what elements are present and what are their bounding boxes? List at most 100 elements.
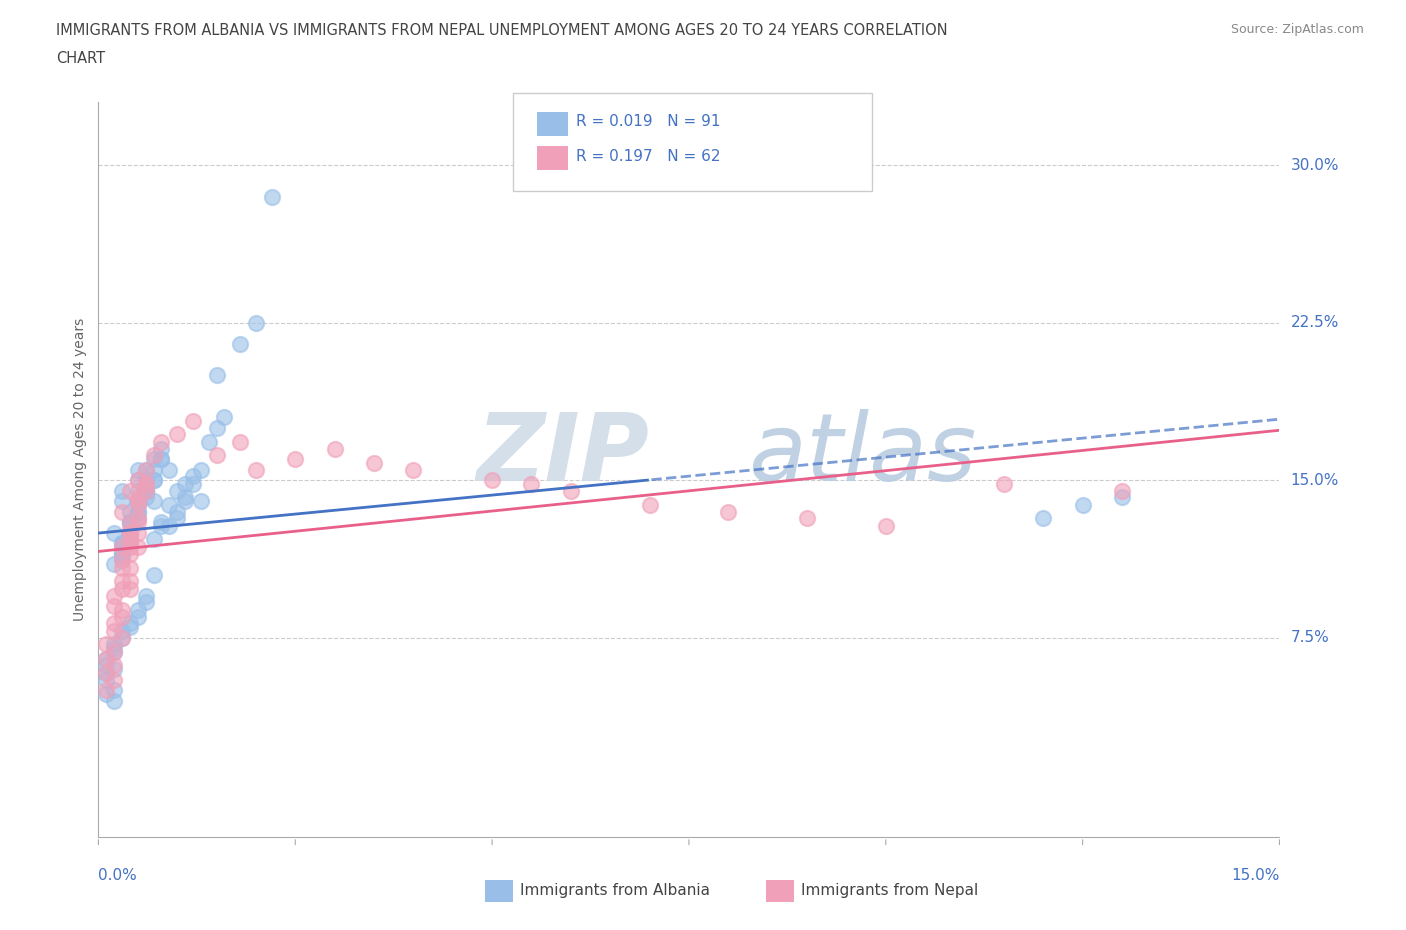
Point [103, 641, 125, 656]
Text: Immigrants from Albania: Immigrants from Albania [520, 883, 710, 897]
Point [103, 588, 125, 603]
Point [103, 661, 125, 676]
Point [127, 498, 149, 512]
Text: 15.0%: 15.0% [1291, 472, 1339, 487]
Point [135, 594, 157, 609]
Point [174, 489, 197, 504]
Point [150, 435, 173, 450]
Point [103, 644, 125, 659]
Point [166, 427, 188, 442]
Text: 7.5%: 7.5% [1291, 631, 1329, 645]
Point [150, 519, 173, 534]
Point [157, 519, 180, 534]
Point [181, 469, 204, 484]
Point [103, 658, 125, 672]
Text: atlas: atlas [748, 409, 976, 500]
Text: Immigrants from Nepal: Immigrants from Nepal [801, 883, 979, 897]
Point [135, 462, 157, 477]
Point [135, 588, 157, 603]
Point [135, 484, 157, 498]
Point [229, 337, 252, 352]
Point [96, 651, 118, 666]
Point [118, 531, 141, 546]
Point [127, 504, 149, 519]
Point [96, 683, 118, 698]
Point [181, 414, 204, 429]
Point [135, 472, 157, 487]
Point [111, 546, 134, 561]
Point [1111, 484, 1133, 498]
Point [118, 525, 141, 540]
Text: R = 0.197   N = 62: R = 0.197 N = 62 [576, 149, 721, 164]
Point [135, 472, 157, 487]
Point [150, 441, 173, 456]
Text: 15.0%: 15.0% [1232, 868, 1279, 883]
Point [118, 536, 141, 551]
Point [118, 525, 141, 540]
Point [190, 494, 212, 509]
Point [135, 484, 157, 498]
Point [796, 511, 818, 525]
Point [111, 494, 134, 509]
Point [993, 477, 1015, 492]
Point [135, 484, 157, 498]
Point [481, 472, 503, 487]
Text: 0.0%: 0.0% [98, 868, 138, 883]
Point [96, 636, 118, 651]
Point [118, 561, 141, 576]
Point [205, 367, 228, 382]
Point [638, 498, 661, 512]
Point [520, 477, 543, 492]
Point [127, 462, 149, 477]
Point [111, 546, 134, 561]
Point [135, 477, 157, 492]
Point [135, 462, 157, 477]
Point [127, 525, 149, 540]
Point [111, 631, 134, 645]
Point [1111, 489, 1133, 504]
Point [118, 582, 141, 597]
Point [214, 410, 236, 425]
Point [111, 546, 134, 561]
Point [127, 494, 149, 509]
Point [127, 511, 149, 525]
Point [118, 546, 141, 561]
Point [166, 504, 188, 519]
Point [142, 452, 165, 467]
Point [118, 504, 141, 519]
Point [118, 619, 141, 634]
Point [103, 525, 125, 540]
Point [142, 531, 165, 546]
Text: R = 0.019   N = 91: R = 0.019 N = 91 [576, 114, 721, 129]
Point [96, 651, 118, 666]
Point [1071, 498, 1094, 512]
Point [111, 540, 134, 555]
Point [402, 462, 425, 477]
Point [118, 574, 141, 589]
Point [142, 472, 165, 487]
Point [103, 624, 125, 639]
Point [135, 489, 157, 504]
Point [111, 536, 134, 551]
Point [111, 552, 134, 567]
Point [127, 489, 149, 504]
Point [103, 672, 125, 687]
Point [111, 609, 134, 624]
Point [174, 477, 197, 492]
Point [111, 561, 134, 576]
Point [135, 477, 157, 492]
Text: 22.5%: 22.5% [1291, 315, 1339, 330]
Text: Source: ZipAtlas.com: Source: ZipAtlas.com [1230, 23, 1364, 36]
Point [96, 666, 118, 681]
Point [245, 462, 267, 477]
Point [111, 536, 134, 551]
Point [111, 540, 134, 555]
Text: CHART: CHART [56, 51, 105, 66]
Point [717, 504, 740, 519]
Text: IMMIGRANTS FROM ALBANIA VS IMMIGRANTS FROM NEPAL UNEMPLOYMENT AMONG AGES 20 TO 2: IMMIGRANTS FROM ALBANIA VS IMMIGRANTS FR… [56, 23, 948, 38]
Point [127, 494, 149, 509]
Point [111, 484, 134, 498]
Point [96, 687, 118, 702]
Point [118, 484, 141, 498]
Point [260, 190, 283, 205]
